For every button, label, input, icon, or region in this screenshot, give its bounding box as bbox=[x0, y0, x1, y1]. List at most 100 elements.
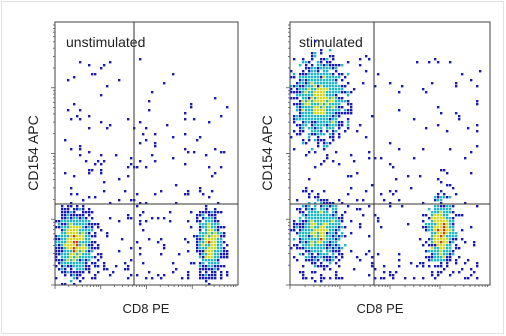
density-cell bbox=[115, 154, 118, 157]
density-cell bbox=[398, 148, 401, 151]
density-cell bbox=[109, 202, 112, 205]
density-cell bbox=[82, 214, 85, 217]
density-cell bbox=[199, 232, 202, 235]
density-cell bbox=[449, 184, 452, 187]
density-cell bbox=[58, 241, 61, 244]
density-cell bbox=[311, 64, 314, 67]
density-cell bbox=[220, 151, 223, 154]
density-cell bbox=[317, 64, 320, 67]
density-cell bbox=[308, 244, 311, 247]
density-cell bbox=[58, 220, 61, 223]
density-cell bbox=[94, 235, 97, 238]
density-cell bbox=[55, 241, 58, 244]
density-cell bbox=[205, 256, 208, 259]
density-cell bbox=[296, 103, 299, 106]
density-cell bbox=[85, 223, 88, 226]
density-cell bbox=[202, 232, 205, 235]
density-cell bbox=[383, 199, 386, 202]
density-cell bbox=[431, 82, 434, 85]
density-cell bbox=[88, 247, 91, 250]
density-cell bbox=[323, 85, 326, 88]
density-cell bbox=[311, 76, 314, 79]
density-cell bbox=[91, 226, 94, 229]
density-cell bbox=[205, 223, 208, 226]
density-cell bbox=[302, 121, 305, 124]
density-cell bbox=[296, 91, 299, 94]
density-cell bbox=[217, 229, 220, 232]
density-cell bbox=[311, 55, 314, 58]
density-cell bbox=[82, 241, 85, 244]
density-cell bbox=[326, 121, 329, 124]
density-cell bbox=[79, 268, 82, 271]
density-cell bbox=[314, 214, 317, 217]
density-cell bbox=[214, 223, 217, 226]
density-cell bbox=[169, 211, 172, 214]
density-cell bbox=[311, 217, 314, 220]
density-cell bbox=[323, 232, 326, 235]
density-cell bbox=[299, 82, 302, 85]
density-cell bbox=[302, 274, 305, 277]
density-cell bbox=[371, 184, 374, 187]
density-cell bbox=[106, 85, 109, 88]
density-cell bbox=[67, 109, 70, 112]
density-cell bbox=[356, 130, 359, 133]
density-cell bbox=[73, 211, 76, 214]
density-cell bbox=[70, 205, 73, 208]
density-cell bbox=[208, 259, 211, 262]
density-cell bbox=[299, 238, 302, 241]
density-cell bbox=[308, 121, 311, 124]
density-cell bbox=[208, 223, 211, 226]
density-cell bbox=[148, 109, 151, 112]
density-cell bbox=[211, 190, 214, 193]
density-cell bbox=[85, 232, 88, 235]
density-cell bbox=[202, 256, 205, 259]
density-cell bbox=[335, 103, 338, 106]
density-cell bbox=[296, 115, 299, 118]
density-cell bbox=[91, 250, 94, 253]
density-cell bbox=[88, 250, 91, 253]
density-cell bbox=[305, 142, 308, 145]
density-cell bbox=[311, 103, 314, 106]
density-cell bbox=[82, 268, 85, 271]
density-cell bbox=[169, 220, 172, 223]
density-cell bbox=[94, 247, 97, 250]
density-cell bbox=[136, 166, 139, 169]
density-cell bbox=[299, 127, 302, 130]
density-cell bbox=[196, 235, 199, 238]
density-cell bbox=[293, 115, 296, 118]
density-cell bbox=[323, 226, 326, 229]
density-cell bbox=[299, 226, 302, 229]
density-cell bbox=[347, 100, 350, 103]
density-cell bbox=[214, 220, 217, 223]
density-cell bbox=[323, 202, 326, 205]
density-cell bbox=[118, 220, 121, 223]
density-cell bbox=[64, 139, 67, 142]
density-cell bbox=[431, 226, 434, 229]
density-cell bbox=[214, 241, 217, 244]
density-cell bbox=[208, 262, 211, 265]
density-cell bbox=[79, 118, 82, 121]
density-cell bbox=[91, 73, 94, 76]
density-cell bbox=[193, 118, 196, 121]
density-cell bbox=[70, 217, 73, 220]
density-cell bbox=[449, 211, 452, 214]
density-cell bbox=[299, 223, 302, 226]
density-cell bbox=[305, 79, 308, 82]
density-cell bbox=[320, 202, 323, 205]
density-cell bbox=[290, 91, 293, 94]
density-cell bbox=[458, 214, 461, 217]
density-cell bbox=[94, 223, 97, 226]
density-cell bbox=[317, 241, 320, 244]
density-cell bbox=[70, 232, 73, 235]
density-cell bbox=[58, 223, 61, 226]
density-cell bbox=[208, 283, 211, 286]
density-cell bbox=[437, 238, 440, 241]
density-cell bbox=[464, 262, 467, 265]
density-cell bbox=[434, 265, 437, 268]
density-cell bbox=[323, 121, 326, 124]
density-cell bbox=[79, 220, 82, 223]
density-cell bbox=[476, 124, 479, 127]
density-cell bbox=[100, 154, 103, 157]
density-cell bbox=[67, 247, 70, 250]
density-cell bbox=[308, 79, 311, 82]
